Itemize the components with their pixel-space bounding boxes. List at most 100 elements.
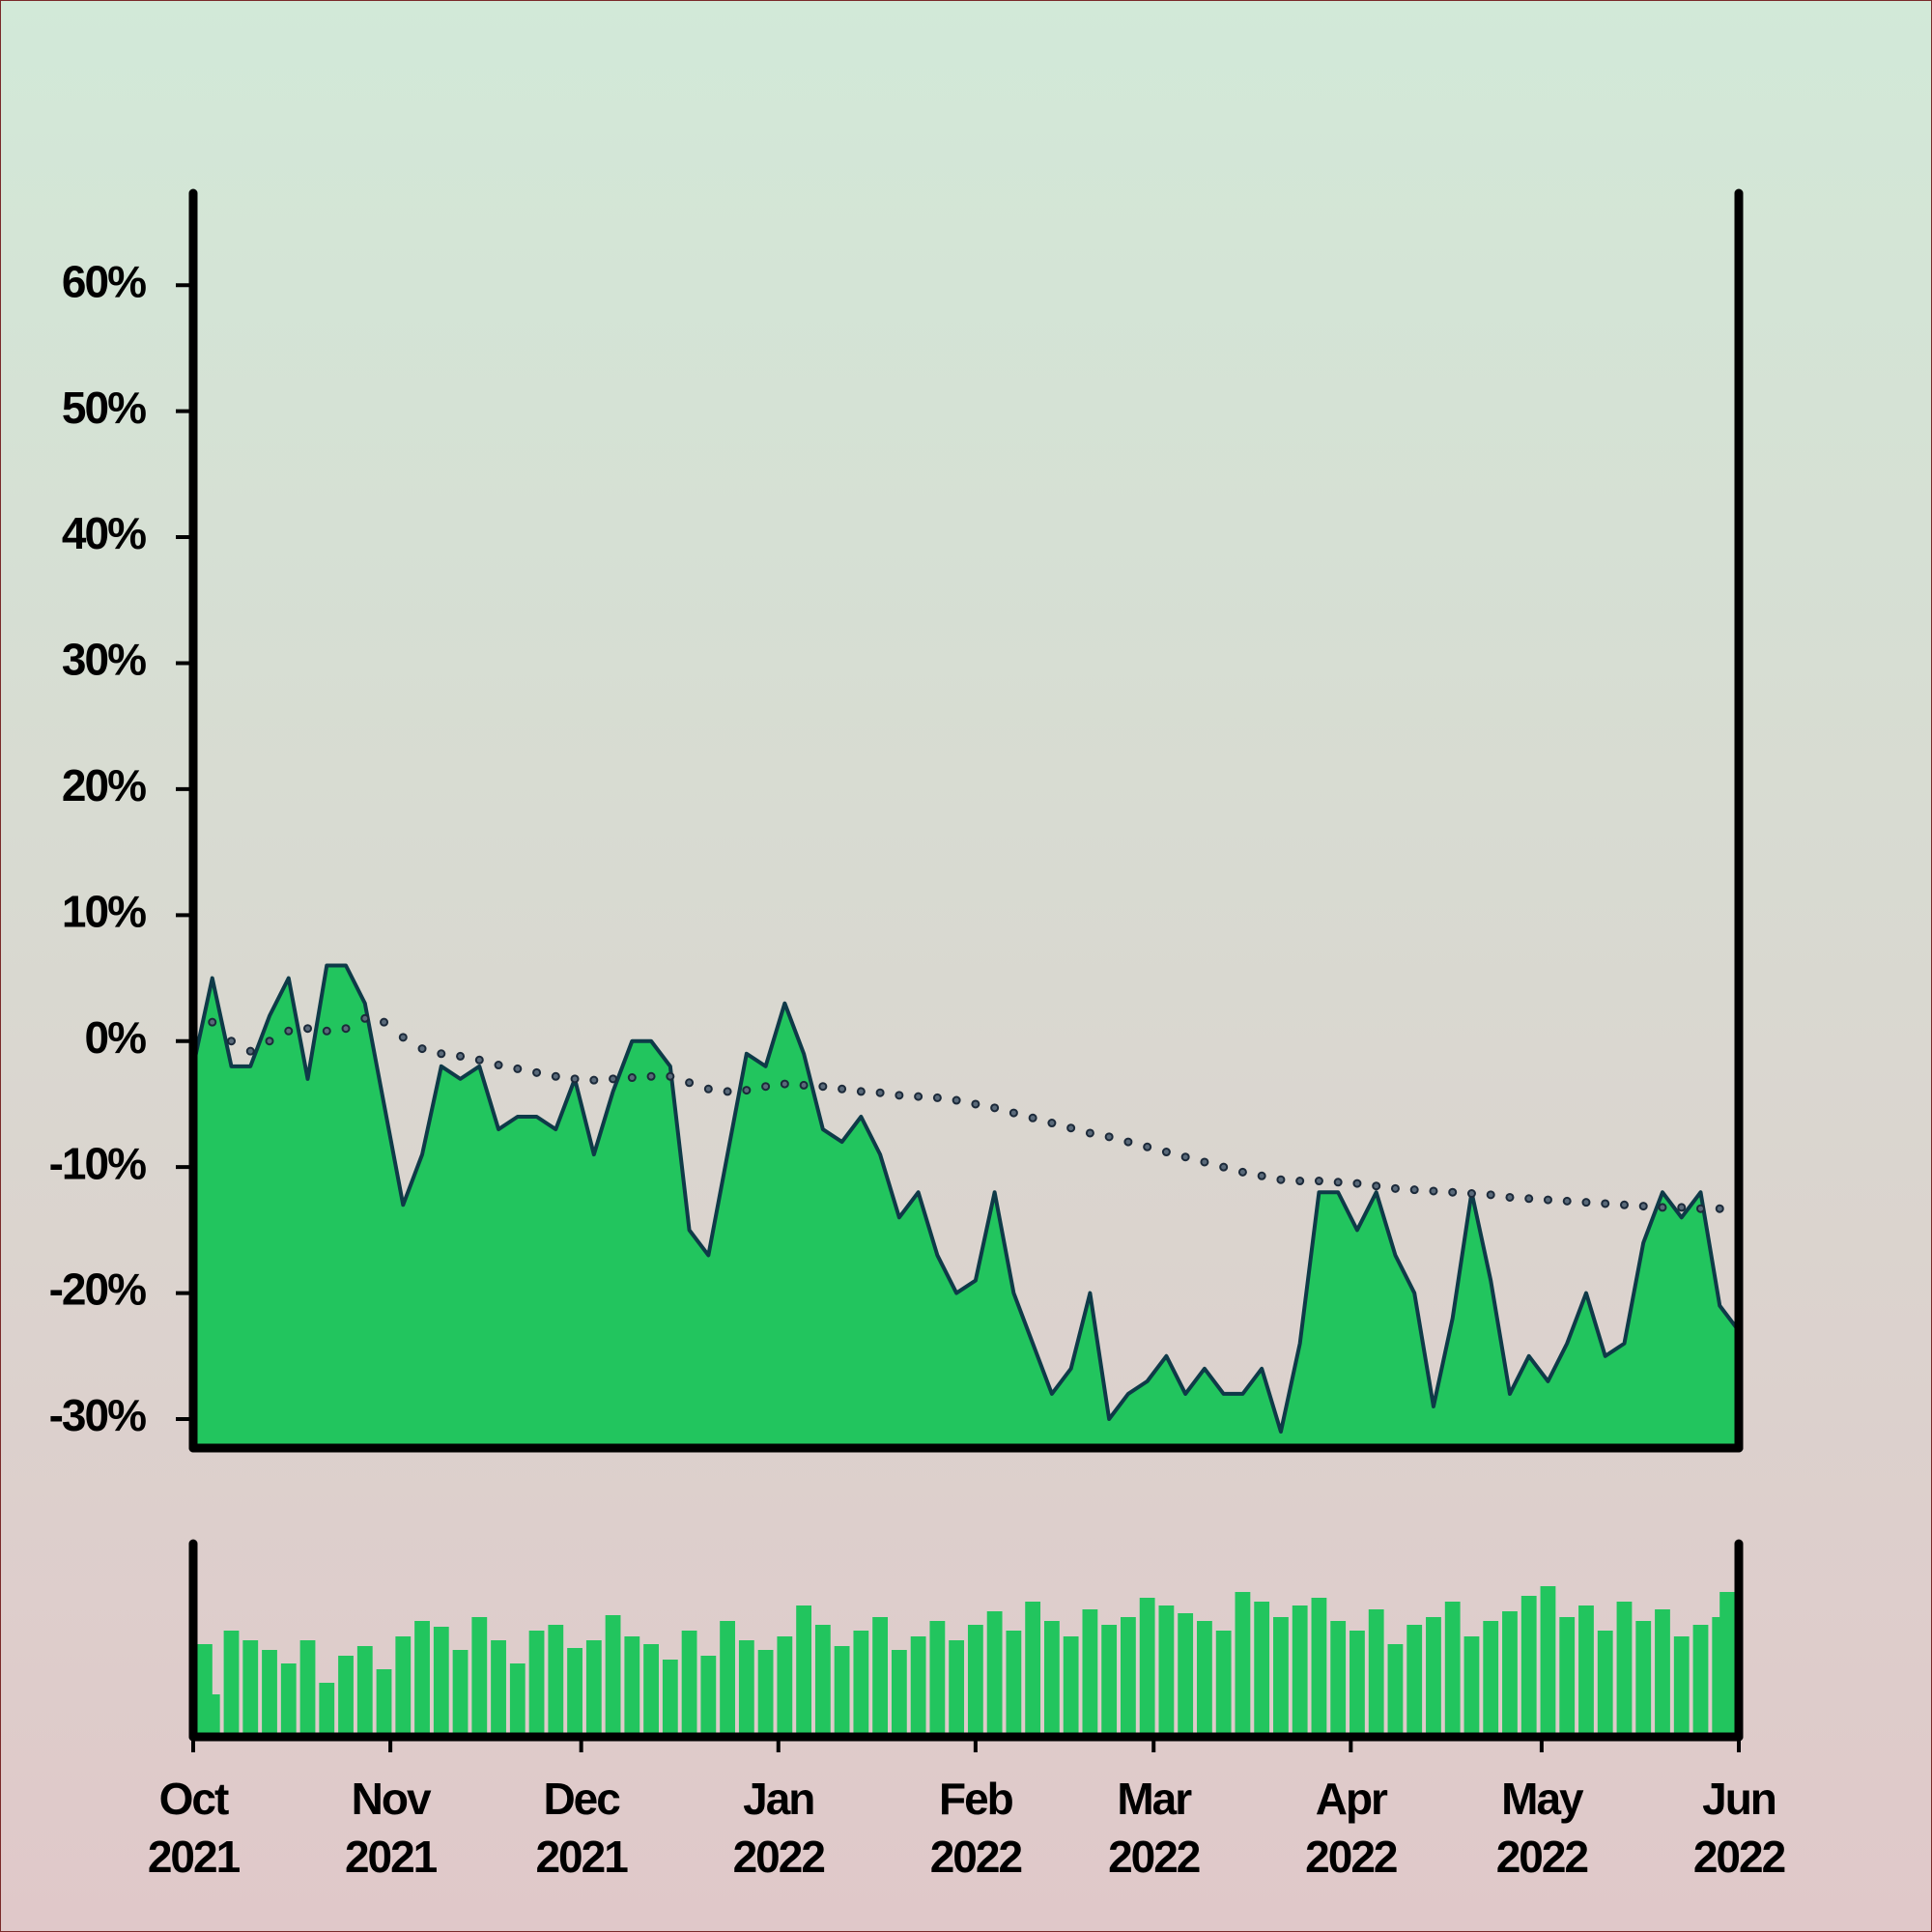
- y-tick-label: 30%: [62, 635, 146, 685]
- x-tick-label: 2021: [345, 1832, 438, 1882]
- y-tick-label: -30%: [49, 1390, 146, 1440]
- volume-bar: [414, 1621, 430, 1737]
- volume-bar: [1006, 1631, 1022, 1737]
- volume-bar: [1502, 1611, 1518, 1737]
- volume-bar: [1025, 1602, 1041, 1737]
- ma-dot: [1581, 1198, 1591, 1208]
- ma-dot: [1295, 1177, 1305, 1186]
- volume-bar: [1082, 1609, 1098, 1737]
- volume-bar: [967, 1625, 983, 1737]
- ma-dot: [227, 1037, 237, 1046]
- ma-dot: [1276, 1175, 1286, 1184]
- x-tick-label: Jun: [1702, 1774, 1776, 1824]
- ma-dot: [646, 1071, 656, 1081]
- y-tick-label: 10%: [62, 886, 146, 936]
- volume-bar: [1368, 1609, 1384, 1737]
- x-tick-label: 2022: [930, 1832, 1022, 1882]
- y-tick-label: 0%: [85, 1012, 147, 1063]
- ma-dot: [914, 1092, 923, 1101]
- volume-bar: [338, 1656, 354, 1737]
- volume-bar: [491, 1640, 506, 1737]
- volume-bar: [280, 1663, 297, 1737]
- volume-bar: [242, 1640, 259, 1737]
- y-tick-label: 40%: [62, 508, 146, 558]
- ma-dot: [1123, 1137, 1133, 1147]
- volume-area: [197, 1586, 1735, 1737]
- ma-dot: [474, 1055, 484, 1065]
- volume-bar: [910, 1636, 926, 1737]
- ma-dot: [1009, 1108, 1018, 1118]
- volume-bar: [1330, 1621, 1347, 1737]
- volume-bar: [1292, 1605, 1308, 1737]
- ma-dot: [1390, 1183, 1400, 1193]
- volume-bar: [1635, 1621, 1652, 1737]
- volume-bar: [471, 1617, 488, 1737]
- ma-dot: [1047, 1119, 1057, 1128]
- ma-dot: [856, 1087, 866, 1096]
- ma-dot: [1257, 1171, 1266, 1180]
- ma-dot: [437, 1049, 446, 1059]
- ma-dot: [322, 1026, 331, 1036]
- volume-bar: [891, 1650, 907, 1737]
- ma-dot: [1658, 1203, 1667, 1212]
- volume-bar: [1655, 1609, 1670, 1737]
- ma-dot: [703, 1084, 713, 1094]
- ma-dot: [360, 1013, 370, 1023]
- volume-bar: [814, 1625, 831, 1737]
- ma-dot: [742, 1086, 752, 1095]
- volume-bar: [1673, 1636, 1690, 1737]
- ma-dot: [417, 1044, 427, 1054]
- y-tick-label: 20%: [62, 760, 146, 810]
- volume-bar: [986, 1611, 1003, 1737]
- y-tick-label: -20%: [49, 1264, 146, 1315]
- ma-dot: [1543, 1195, 1552, 1205]
- ma-dot: [494, 1061, 503, 1070]
- volume-bar: [1197, 1621, 1212, 1737]
- volume-bar: [1121, 1617, 1136, 1737]
- volume-bar: [1254, 1602, 1270, 1737]
- ma-dot: [627, 1073, 637, 1083]
- ma-dot: [570, 1074, 580, 1084]
- volume-bar: [1616, 1602, 1633, 1737]
- volume-bar: [1463, 1636, 1480, 1737]
- volume-bar: [1719, 1592, 1735, 1737]
- volume-bar: [681, 1631, 697, 1737]
- ma-dot: [1695, 1204, 1705, 1213]
- volume-bar: [1692, 1625, 1709, 1737]
- x-tick-label: Mar: [1117, 1774, 1192, 1824]
- ma-dot: [1448, 1187, 1458, 1197]
- volume-bar: [777, 1636, 793, 1737]
- volume-bar: [643, 1644, 659, 1737]
- x-tick-label: Dec: [543, 1774, 620, 1824]
- ma-dot: [1219, 1162, 1229, 1172]
- ma-dot: [1200, 1157, 1209, 1167]
- ma-dot: [780, 1079, 789, 1089]
- volume-bar: [1311, 1598, 1327, 1737]
- ma-dot: [380, 1017, 389, 1027]
- ma-dot: [1505, 1192, 1515, 1202]
- x-tick-label: 2021: [535, 1832, 628, 1882]
- volume-bar: [1559, 1617, 1576, 1737]
- x-tick-label: May: [1501, 1774, 1584, 1824]
- volume-bar: [1043, 1621, 1060, 1737]
- volume-bar: [796, 1605, 811, 1737]
- ma-dot: [666, 1071, 675, 1081]
- ma-dot: [284, 1026, 294, 1036]
- ma-dot: [761, 1082, 771, 1092]
- ma-dot: [1466, 1189, 1476, 1199]
- ma-dot: [1237, 1167, 1247, 1177]
- ma-dot: [1429, 1186, 1438, 1196]
- volume-bar: [1101, 1625, 1118, 1737]
- volume-bar: [1578, 1605, 1594, 1737]
- volume-bar: [567, 1648, 582, 1737]
- volume-bar: [1273, 1617, 1289, 1737]
- ma-dot: [609, 1074, 618, 1084]
- volume-bar: [624, 1636, 640, 1737]
- ma-dot: [532, 1067, 542, 1077]
- volume-bar: [395, 1636, 412, 1737]
- plot-area: [193, 963, 1739, 1448]
- x-tick-label: 2022: [1693, 1832, 1785, 1882]
- ma-dot: [990, 1103, 1000, 1113]
